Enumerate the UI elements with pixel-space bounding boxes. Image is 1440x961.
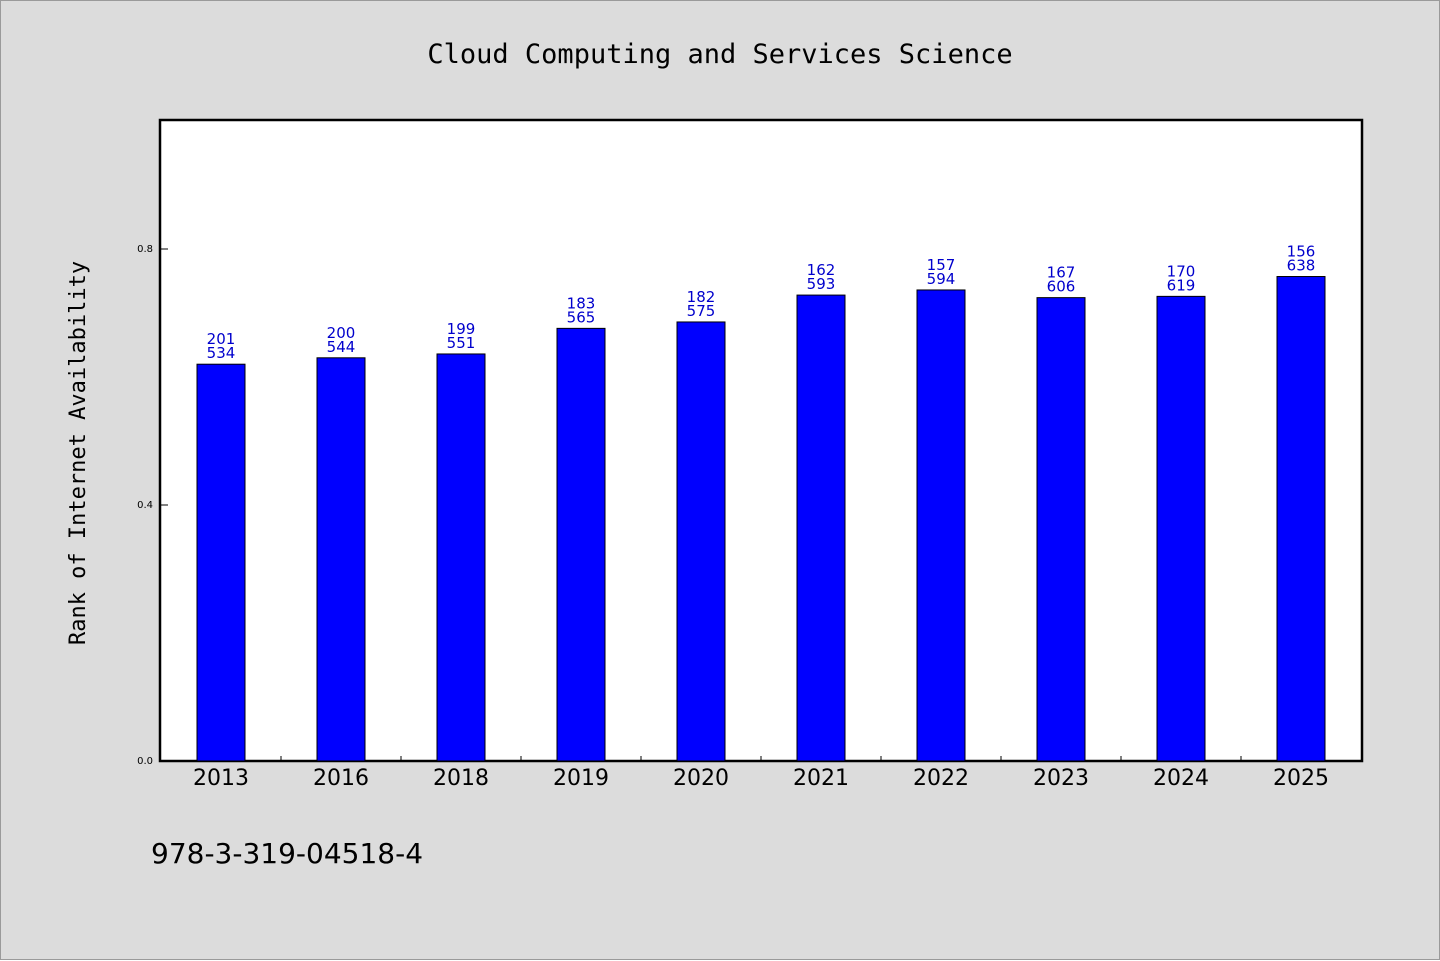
bar-label-top-2022: 157	[927, 256, 956, 274]
bar-label-bottom-2021: 593	[807, 275, 836, 293]
x-tick-label-2022: 2022	[913, 766, 969, 791]
y-tick-label: 0.4	[137, 500, 153, 511]
bar-2022	[916, 289, 966, 762]
bar-label-top-2024: 170	[1167, 262, 1196, 280]
bar-label-top-2019: 183	[567, 294, 596, 312]
bar-label-top-2023: 167	[1047, 264, 1076, 282]
bar-2025	[1276, 276, 1326, 762]
x-tick-label-2023: 2023	[1033, 766, 1089, 791]
bar-label-bottom-2023: 606	[1047, 278, 1076, 296]
x-tick-label-2016: 2016	[313, 766, 369, 791]
y-axis-label: Rank of Internet Availability	[66, 261, 91, 645]
bar-label-top-2021: 162	[807, 261, 836, 279]
x-tick-label-2021: 2021	[793, 766, 849, 791]
y-tick-label: 0.0	[137, 756, 153, 767]
bar-label-bottom-2016: 544	[327, 338, 356, 356]
x-tick-label-2024: 2024	[1153, 766, 1209, 791]
y-axis: 0.0 0.4 0.8	[137, 244, 168, 767]
bar-label-bottom-2024: 619	[1167, 276, 1196, 294]
bar-2018	[436, 353, 486, 762]
bar-label-top-2013: 201	[207, 330, 236, 348]
y-tick-label: 0.8	[137, 244, 153, 255]
x-tick-label-2025: 2025	[1273, 766, 1329, 791]
bar-2021	[796, 294, 846, 762]
bar-2024	[1156, 295, 1206, 762]
x-tick-label-2019: 2019	[553, 766, 609, 791]
bar-2023	[1036, 297, 1086, 762]
x-tick-label-2013: 2013	[193, 766, 249, 791]
x-axis: 2013 2016 2018 2019 2020 2021 2022 2023 2024 2025	[193, 756, 1329, 791]
bar-label-top-2020: 182	[687, 288, 716, 306]
bar-label-bottom-2020: 575	[687, 302, 716, 320]
x-tick-label-2020: 2020	[673, 766, 729, 791]
bar-label-top-2018: 199	[447, 320, 476, 338]
x-tick-label-2018: 2018	[433, 766, 489, 791]
bar-label-bottom-2013: 534	[207, 344, 236, 362]
bar-label-bottom-2018: 551	[447, 334, 476, 352]
bar-label-top-2016: 200	[327, 324, 356, 342]
bar-label-top-2025: 156	[1287, 243, 1316, 261]
chart-title: Cloud Computing and Services Science	[427, 39, 1012, 70]
bar-2020	[676, 321, 726, 762]
bar-2016	[316, 357, 366, 762]
bar-label-bottom-2025: 638	[1287, 257, 1316, 275]
bar-label-bottom-2022: 594	[927, 270, 956, 288]
bar-2019	[556, 327, 606, 762]
bars-layer	[196, 276, 1326, 762]
bar-2013	[196, 363, 246, 762]
bar-label-bottom-2019: 565	[567, 308, 596, 326]
isbn-footer: 978-3-319-04518-4	[151, 837, 423, 870]
